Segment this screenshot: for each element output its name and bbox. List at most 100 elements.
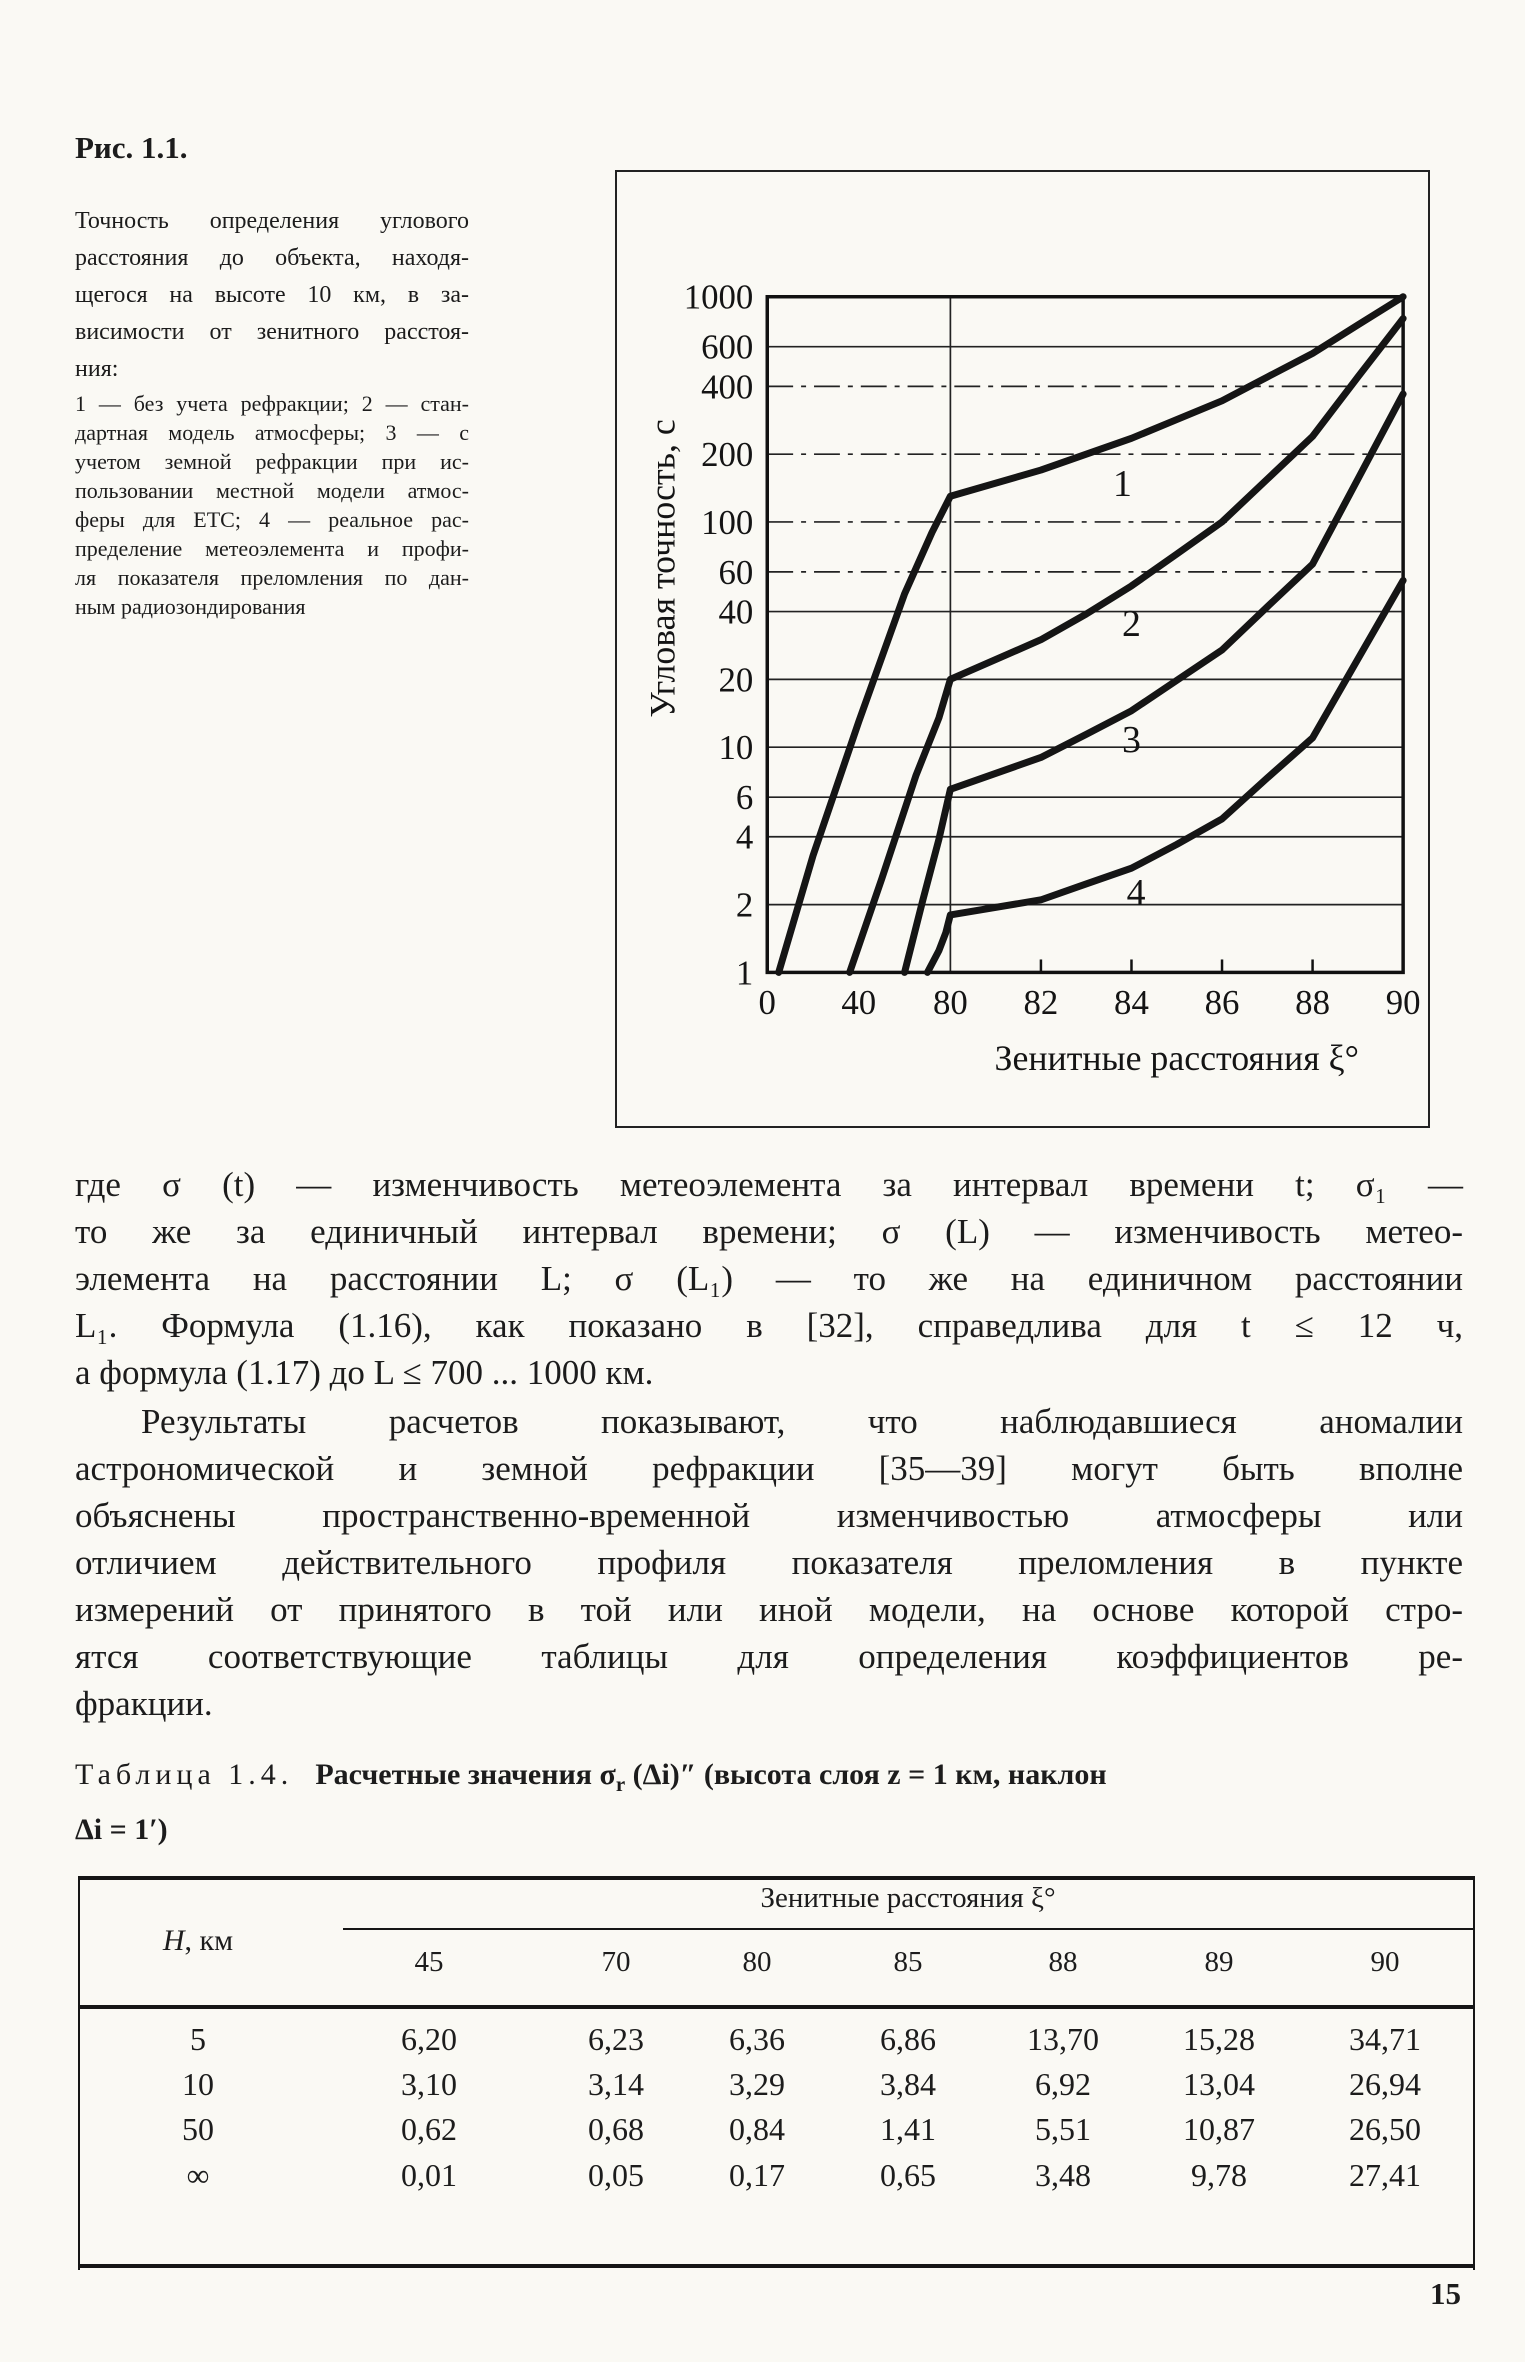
cell: 0,17 [729,2157,785,2193]
table-row-header-label: H, км [113,1924,283,1958]
text-line: то же за единичный интервал времени; σ (… [75,1212,1463,1251]
y-tick-label-40: 40 [719,593,754,632]
legend-line: феры для ЕТС; 4 — реальное рас- [75,507,469,532]
curve-2 [846,315,1407,976]
legend-line: ным радиозондирования [75,594,306,619]
curve-3 [901,390,1407,976]
cell: 3,84 [880,2066,936,2102]
row-h: 50 [182,2111,214,2147]
x-tick-label-0: 0 [759,983,776,1022]
cell: 13,04 [1183,2066,1255,2102]
y-tick-label-600: 600 [701,328,753,367]
paragraph-formula-explanation: где σ (t) — изменчивость метеоэлемента з… [75,1161,1463,1396]
caption-line: щегося на высоте 10 км, в за- [75,282,469,308]
col-header-88: 88 [1048,1946,1078,1978]
x-tick-label-86: 86 [1205,983,1240,1022]
caption-line: висимости от зенитного расстоя- [75,319,469,345]
cell: 6,20 [401,2021,457,2057]
page-number: 15 [1430,2276,1461,2311]
col-header-90: 90 [1370,1946,1400,1978]
cell: 0,05 [588,2157,644,2193]
legend-line: ля показателя преломления по дан- [75,565,469,590]
row-h: ∞ [186,2157,210,2193]
cell: 6,86 [880,2021,936,2057]
legend-line: учетом земной рефракции при ис- [75,449,469,474]
cell: 0,62 [401,2111,457,2147]
cell: 1,41 [880,2111,936,2147]
table-bottom-rule [78,2264,1475,2268]
curve-label-3: 3 [1122,719,1141,761]
cell: 0,68 [588,2111,644,2147]
table-right-border [1473,1876,1475,2270]
text-line: измерений от принятого в той или иной мо… [75,1590,1463,1629]
curve-1 [775,293,1407,976]
curve-4 [923,576,1407,976]
cell: 26,94 [1349,2066,1421,2102]
cell: 6,23 [588,2021,644,2057]
x-tick-label-90: 90 [1386,983,1421,1022]
y-tick-label-200: 200 [701,435,753,474]
text-line: элемента на расстоянии L; σ (L₁) — то же… [75,1259,1463,1298]
curve-label-2: 2 [1122,603,1141,645]
x-tick-label-82: 82 [1024,983,1059,1022]
cell: 0,65 [880,2157,936,2193]
col-header-89: 89 [1204,1946,1234,1978]
cell: 27,41 [1349,2157,1421,2193]
text-line: L₁. Формула (1.16), как показано в [32],… [75,1306,1463,1345]
y-tick-label-1000: 1000 [684,278,754,317]
table-col-group-header: Зенитные расстояния ξ° [760,1882,1056,1914]
x-tick-label-88: 88 [1295,983,1330,1022]
cell: 6,36 [729,2021,785,2057]
x-tick-label-80: 80 [933,983,968,1022]
cell: 5,51 [1035,2111,1091,2147]
row-h: 10 [182,2066,214,2102]
x-tick-label-40: 40 [841,983,876,1022]
table-title-text: Расчетные значения σ [315,1758,616,1791]
col-header-80: 80 [742,1946,772,1978]
x-axis-title: Зенитные расстояния ξ° [995,1038,1359,1078]
x-tick-label-84: 84 [1114,983,1149,1022]
table-header-rule [78,2005,1475,2009]
cell: 34,71 [1349,2021,1421,2057]
cell: 6,92 [1035,2066,1091,2102]
curve-label-4: 4 [1127,872,1146,914]
cell: 0,01 [401,2157,457,2193]
table-top-rule [78,1876,1475,1880]
table-title-line1: Таблица 1.4. Расчетные значения σr (Δi)″ … [75,1752,1477,1807]
text-line: а формула (1.17) до L ≤ 700 ... 1000 км. [75,1353,654,1392]
text-line: фракции. [75,1684,213,1723]
row-h: 5 [190,2021,206,2057]
data-table: Зенитные расстояния ξ° H, км 45 70 80 85… [78,1876,1475,2270]
table-title-text: (Δi)″ (высота слоя z = 1 км, наклон [625,1758,1107,1791]
figure-label: Рис. 1.1. [75,130,188,165]
table-title-line2: Δi = 1′) [75,1813,168,1846]
cell: 9,78 [1191,2157,1247,2193]
y-tick-label-1: 1 [736,953,753,992]
cell: 3,48 [1035,2157,1091,2193]
y-tick-label-4: 4 [736,818,753,857]
text-line: ятся соответствующие таблицы для определ… [75,1637,1463,1676]
y-tick-label-10: 10 [719,728,754,767]
y-tick-label-20: 20 [719,660,754,699]
h-symbol: H [162,1924,185,1957]
figure-box: 1 2 3 4 1 2 4 6 10 20 40 60 100 200 400 600 1000 0 40 80 82 8… [615,170,1430,1128]
y-tick-label-2: 2 [736,886,753,925]
text-line: отличием действительного профиля показат… [75,1543,1463,1582]
col-header-45: 45 [414,1946,444,1978]
y-tick-label-400: 400 [701,367,753,406]
text-line: объяснены пространственно-временной изме… [75,1496,1463,1535]
cell: 26,50 [1349,2111,1421,2147]
caption-line: Точность определения углового [75,208,469,234]
cell: 15,28 [1183,2021,1255,2057]
cell: 3,29 [729,2066,785,2102]
y-axis-title: Угловая точность, с [643,419,683,717]
plot-frame [765,294,1405,975]
table-title: Таблица 1.4. Расчетные значения σr (Δi)″ … [75,1752,1477,1853]
cell: 10,87 [1183,2111,1255,2147]
col-header-85: 85 [893,1946,923,1978]
cell: 3,14 [588,2066,644,2102]
table-left-border [78,1876,80,2270]
h-unit: , км [184,1924,234,1957]
